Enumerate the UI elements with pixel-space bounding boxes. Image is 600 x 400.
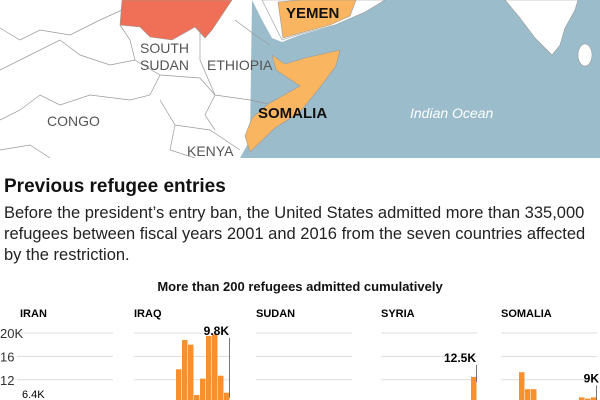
bar-iraq-2008 — [176, 369, 182, 400]
map-label-yemen: YEMEN — [286, 5, 340, 22]
bar-iraq-2012 — [200, 378, 206, 400]
map-label-south-sudan-line2: SUDAN — [140, 57, 190, 73]
y-tick-label: 20K — [0, 326, 23, 341]
bar-somalia-2005 — [525, 389, 531, 400]
annotation-iraq: 9.8K — [204, 324, 230, 338]
bar-syria-2016 — [471, 376, 477, 400]
panel-label: SYRIA — [381, 308, 415, 320]
panel-label: SOMALIA — [501, 308, 552, 320]
ocean — [240, 0, 600, 158]
bar-iraq-2015 — [218, 375, 224, 400]
map-label-congo: CONGO — [47, 113, 100, 129]
y-tick-label: 16 — [0, 349, 14, 364]
bar-iraq-2014 — [212, 334, 218, 400]
country-borders — [0, 9, 271, 158]
map-label-indian-ocean: Indian Ocean — [410, 105, 494, 121]
bar-somalia-2014 — [579, 397, 585, 400]
bar-somalia-2015 — [585, 398, 591, 400]
annotation-somalia: 9K — [584, 371, 600, 385]
annotation-syria: 12.5K — [444, 351, 476, 365]
panel-label: IRAQ — [134, 308, 162, 320]
bar-iraq-2010 — [188, 344, 194, 400]
bar-somalia-2004 — [519, 372, 525, 400]
panel-label: IRAN — [20, 308, 47, 320]
annotation-iran: 6.4K — [22, 389, 45, 400]
country-sudan — [119, 0, 233, 41]
map-label-somalia: SOMALIA — [258, 105, 328, 122]
panel-label: SUDAN — [256, 308, 295, 320]
bar-somalia-2016 — [591, 397, 597, 400]
section-heading: Previous refugee entries — [4, 176, 226, 197]
small-multiples-chart: IRAN 6.4K IRAQ 9.8K SUDAN SYRIA 12.5K SOMALIA 9K… — [0, 308, 600, 400]
land-india — [504, 0, 579, 56]
bar-somalia-2006 — [531, 389, 537, 400]
country-yemen — [277, 0, 357, 39]
region-map — [0, 0, 600, 158]
section-description: Before the president’s entry ban, the Un… — [4, 204, 586, 264]
map-label-ethiopia: ETHIOPIA — [207, 57, 273, 73]
bar-iraq-2016 — [224, 392, 230, 400]
bar-iraq-2011 — [194, 395, 200, 400]
map-label-kenya: KENYA — [187, 143, 234, 159]
bar-iraq-2009 — [182, 340, 188, 400]
country-somalia — [244, 49, 341, 153]
map-label-south-sudan-line1: SOUTH — [140, 40, 189, 56]
land-sri-lanka — [577, 43, 593, 67]
chart-title: More than 200 refugees admitted cumulati… — [157, 279, 443, 294]
y-tick-label: 12 — [0, 373, 14, 388]
bar-iraq-2013 — [206, 335, 212, 400]
